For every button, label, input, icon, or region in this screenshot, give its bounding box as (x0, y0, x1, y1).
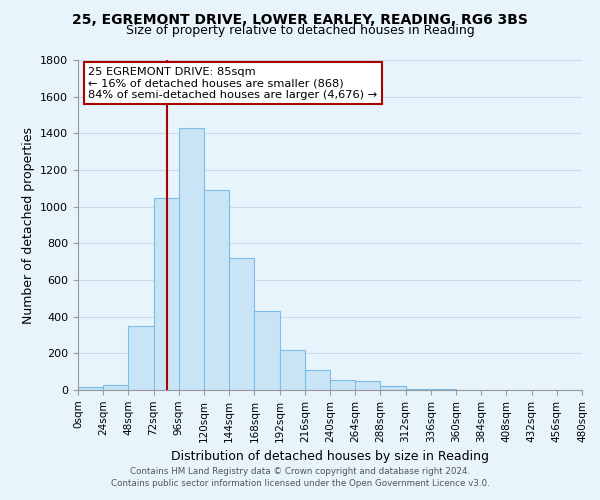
Bar (305, 370, 330, 390)
Bar (154, 198, 179, 390)
Bar (406, 388, 431, 390)
Text: 25, EGREMONT DRIVE, LOWER EARLEY, READING, RG6 3BS: 25, EGREMONT DRIVE, LOWER EARLEY, READIN… (72, 12, 528, 26)
Bar (280, 350, 305, 390)
Bar (330, 380, 355, 390)
Bar (254, 311, 280, 390)
Text: 25 EGREMONT DRIVE: 85sqm
← 16% of detached houses are smaller (868)
84% of semi-: 25 EGREMONT DRIVE: 85sqm ← 16% of detach… (88, 66, 377, 100)
Bar (128, 326, 154, 390)
Bar (229, 258, 254, 390)
Bar (103, 384, 128, 390)
Bar (78, 387, 103, 390)
X-axis label: Distribution of detached houses by size in Reading: Distribution of detached houses by size … (171, 450, 489, 463)
Bar (204, 190, 229, 390)
Bar (355, 381, 380, 390)
Y-axis label: Number of detached properties: Number of detached properties (22, 126, 35, 324)
Text: Size of property relative to detached houses in Reading: Size of property relative to detached ho… (125, 24, 475, 37)
Text: Contains public sector information licensed under the Open Government Licence v3: Contains public sector information licen… (110, 478, 490, 488)
Text: Contains HM Land Registry data © Crown copyright and database right 2024.: Contains HM Land Registry data © Crown c… (130, 467, 470, 476)
Bar (380, 386, 406, 390)
Bar (179, 128, 204, 390)
